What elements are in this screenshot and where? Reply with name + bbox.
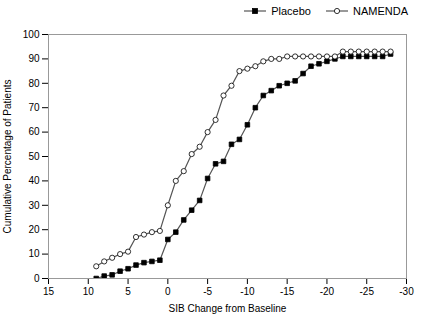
svg-text:-25: -25 bbox=[359, 286, 374, 297]
svg-text:-30: -30 bbox=[399, 286, 414, 297]
html-text:NAMENDA: NAMENDA bbox=[353, 5, 408, 17]
svg-text:100: 100 bbox=[23, 29, 40, 40]
svg-text:-15: -15 bbox=[280, 286, 295, 297]
svg-text:5: 5 bbox=[125, 286, 131, 297]
svg-text:15: 15 bbox=[43, 286, 55, 297]
svg-text:-20: -20 bbox=[320, 286, 335, 297]
svg-text:0: 0 bbox=[34, 273, 40, 284]
svg-text:20: 20 bbox=[28, 224, 40, 235]
svg-text:Cumulative Percentage of Patie: Cumulative Percentage of Patients bbox=[2, 80, 13, 234]
svg-text:SIB Change from Baseline: SIB Change from Baseline bbox=[169, 303, 287, 314]
svg-text:10: 10 bbox=[83, 286, 95, 297]
html-text:Placebo: Placebo bbox=[271, 5, 311, 17]
svg-text:10: 10 bbox=[28, 248, 40, 259]
svg-text:60: 60 bbox=[28, 126, 40, 137]
svg-text:-5: -5 bbox=[203, 286, 212, 297]
svg-text:0: 0 bbox=[165, 286, 171, 297]
svg-text:30: 30 bbox=[28, 200, 40, 211]
svg-text:40: 40 bbox=[28, 175, 40, 186]
svg-text:70: 70 bbox=[28, 102, 40, 113]
svg-text:50: 50 bbox=[28, 151, 40, 162]
svg-text:80: 80 bbox=[28, 78, 40, 89]
svg-text:-10: -10 bbox=[240, 286, 255, 297]
svg-text:90: 90 bbox=[28, 53, 40, 64]
